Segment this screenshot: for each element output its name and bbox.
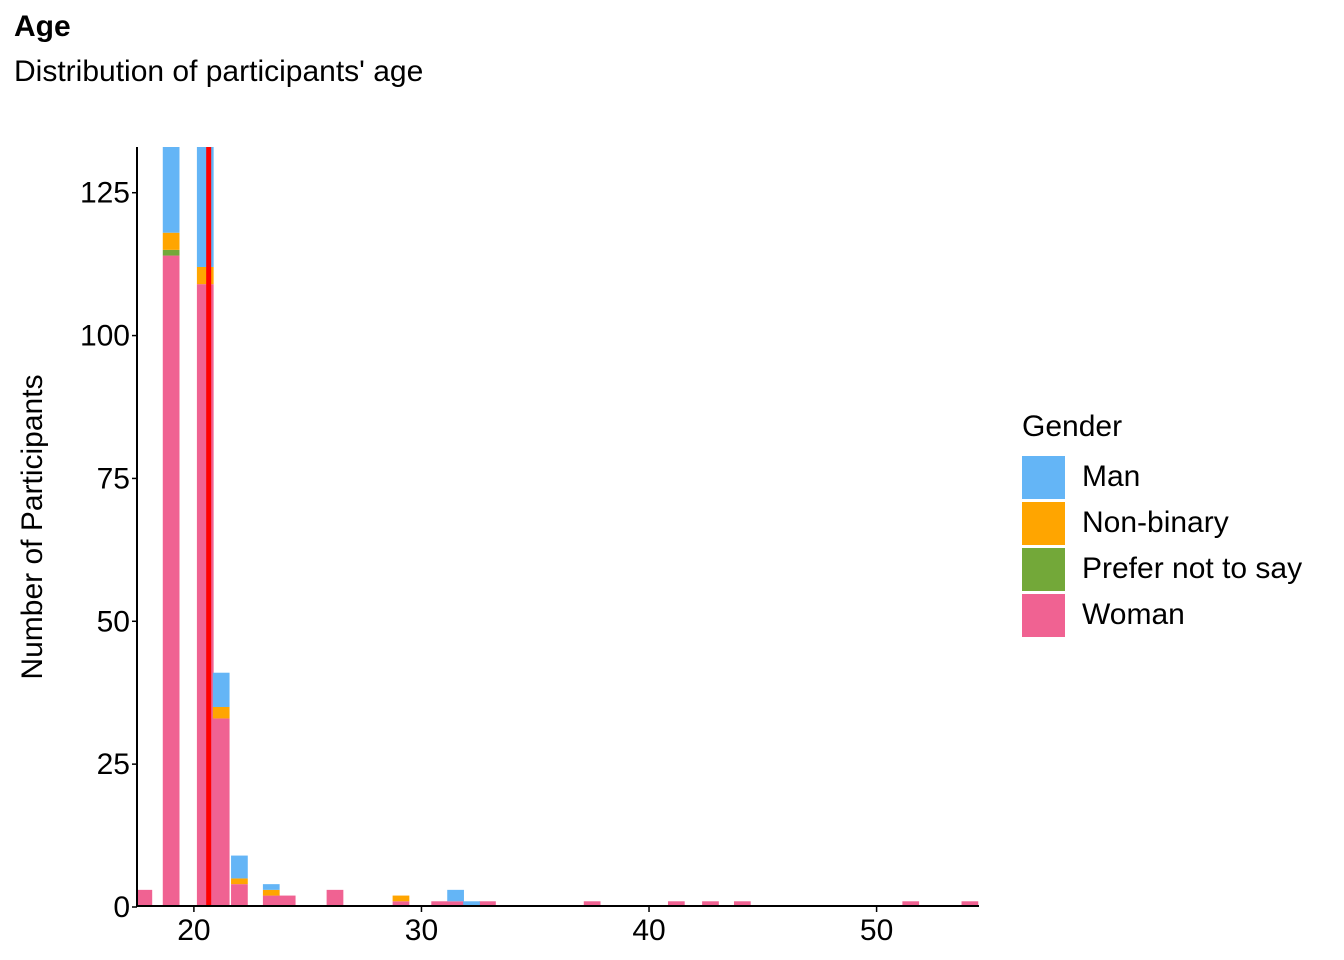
bar-segment-man [447,889,464,902]
bar-segment-woman [902,901,920,907]
bar-segment-man [162,147,180,233]
legend-items: Man Non-binary Prefer not to say Woman [1022,454,1302,638]
bar-segment-non-binary [392,895,410,902]
bar-segment-woman [961,901,979,907]
legend-item: Non-binary [1022,500,1302,546]
bar-segment-woman [231,884,248,907]
bar-segment-man [212,672,230,707]
y-tick-label: 50 [97,605,130,638]
x-tick-label: 40 [632,914,665,947]
y-tick-label: 125 [80,177,130,210]
legend-title: Gender [1022,410,1123,443]
bar-segment-woman [733,901,751,907]
legend-swatch [1022,547,1065,591]
bar-segment-man [463,901,480,907]
bar-segment-woman [262,895,280,907]
legend-item: Man [1022,454,1302,500]
bar-segment-woman [702,901,719,907]
legend-swatch [1022,501,1065,545]
y-tick-label: 75 [97,462,130,495]
legend-label: Woman [1082,598,1185,631]
y-axis-title: Number of Participants [16,374,49,679]
chart-title: Age [14,10,71,43]
y-tick-label: 100 [80,320,130,353]
x-tick-label: 30 [405,914,438,947]
x-tick-label: 50 [860,914,893,947]
bar-segment-non-binary [231,878,248,885]
y-tick-label: 0 [113,891,130,924]
bar-segment-non-binary [162,232,180,250]
x-tick-label: 20 [177,914,210,947]
bar-segment-non-binary [212,707,230,719]
bar-segment-woman [212,718,230,907]
bar-segment-prefer-not-to-say [162,249,180,256]
bar-segment-woman [392,901,410,907]
bar-segment-man [231,855,248,879]
bar-segment-non-binary [262,889,280,896]
y-tick-label: 25 [97,748,130,781]
legend-item: Prefer not to say [1022,546,1302,592]
bar-segment-woman [137,889,153,907]
y-ticks: 0 25 50 75 100 125 [80,177,137,924]
bar-segment-woman [278,895,296,907]
bar-segment-woman [667,901,685,907]
legend-swatch [1022,455,1065,499]
chart-subtitle: Distribution of participants' age [14,55,424,88]
bar-segment-woman [583,901,601,907]
legend-item: Woman [1022,592,1302,638]
legend-label: Man [1082,460,1141,493]
bar-segment-woman [447,901,464,907]
bar-segment-woman [162,255,180,907]
bar-segment-man [262,884,280,890]
bar-segment-woman [479,901,496,907]
bar-segment-woman [431,901,449,907]
bars-group [137,147,979,907]
legend: Gender Man Non-binary Prefer not to say Wom… [1022,410,1302,638]
legend-label: Prefer not to say [1082,552,1303,585]
x-ticks: 20 30 40 50 [177,907,893,947]
legend-swatch [1022,593,1065,637]
legend-label: Non-binary [1082,506,1229,539]
bar-segment-woman [326,889,344,907]
